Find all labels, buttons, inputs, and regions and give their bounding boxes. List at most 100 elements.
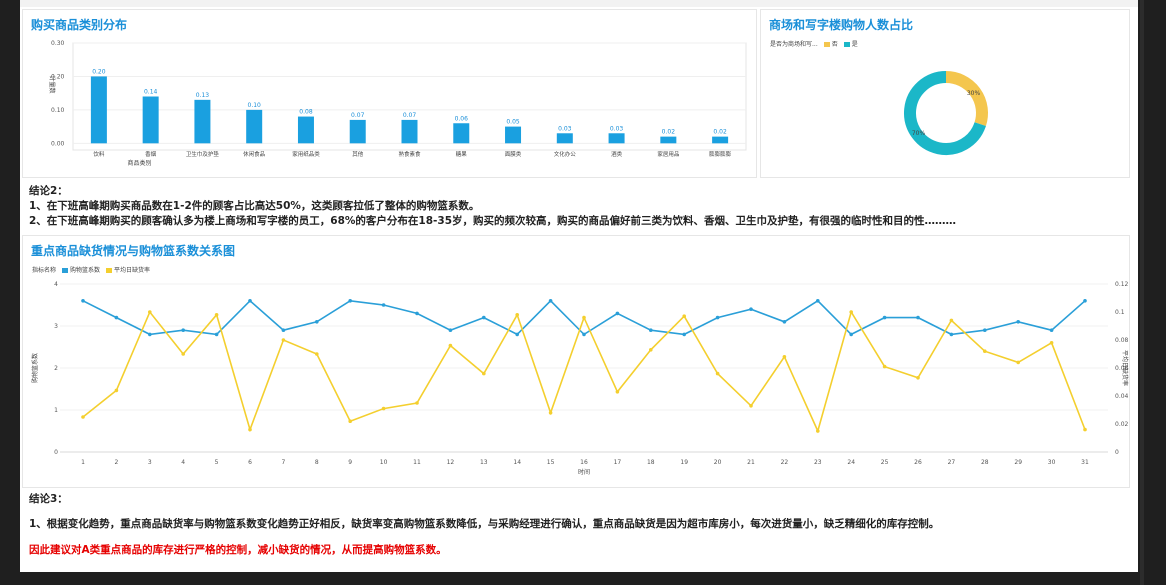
vertical-scrollbar[interactable]: [1140, 0, 1144, 585]
bar-value-label: 0.14: [144, 89, 158, 96]
x-tick-label: 4: [181, 459, 185, 466]
series-point: [248, 299, 252, 303]
series-point: [181, 328, 185, 332]
series-line: [82, 310, 1086, 434]
y-left-tick-label: 4: [54, 281, 58, 288]
category-bar-chart: 0.00 0.10 0.20 0.30 0.20 饮料 0.14 香烟 0.13 卫生巾及护垫 0.…: [48, 40, 747, 167]
series-point: [749, 404, 753, 408]
series-point: [615, 390, 620, 394]
y-left-tick-label: 2: [54, 365, 58, 372]
series-point: [415, 311, 419, 316]
y-tick-label: 0.10: [51, 107, 65, 114]
series-point: [81, 415, 85, 419]
bar: [505, 126, 522, 144]
x-tick-label: 27: [948, 459, 956, 466]
series-point: [214, 332, 219, 337]
stockout-chart-title: 重点商品缺货情况与购物篮系数关系图: [31, 244, 236, 258]
series-point: [582, 332, 586, 337]
x-tick-label: 13: [480, 459, 488, 466]
x-tick-label: 24: [847, 459, 855, 466]
series-point: [849, 332, 853, 337]
series-point: [916, 315, 920, 320]
conclusion-2-title: 结论2：: [29, 185, 68, 197]
series-point: [248, 427, 252, 432]
x-tick-label: 文化办公: [554, 150, 577, 158]
series-point: [281, 338, 286, 342]
series-point: [448, 343, 453, 348]
series-point: [682, 332, 686, 337]
x-tick-label: 14: [513, 459, 521, 466]
y-right-tick-label: 0.06: [1115, 365, 1129, 372]
legend-label-basket: 购物篮系数: [70, 267, 101, 274]
x-tick-label: 休闲食品: [243, 150, 266, 158]
x-tick-label: 8: [315, 459, 319, 466]
series-point: [515, 332, 519, 337]
donut-value-label: 70%: [912, 130, 926, 137]
bar-value-label: 0.08: [299, 109, 313, 116]
y-right-tick-label: 0.08: [1115, 337, 1129, 344]
y-tick-label: 0.30: [51, 40, 65, 47]
series-point: [114, 315, 119, 320]
series-point: [214, 313, 219, 317]
bar: [90, 76, 107, 144]
series-point: [548, 299, 553, 303]
bar: [660, 136, 677, 144]
series-point: [348, 419, 353, 423]
conclusion-2-line-1: 1、在下班高峰期购买商品数在1-2件的顾客占比高达50%，这类顾客拉低了整体的购…: [29, 200, 480, 212]
x-tick-label: 熟食素食: [398, 150, 421, 158]
y-right-tick-label: 0.04: [1115, 393, 1129, 400]
conclusion-3-suggestion: 因此建议对A类重点商品的库存进行严格的控制，减小缺货的情况，从而提高购物篮系数。: [29, 544, 447, 556]
series-point: [381, 406, 386, 411]
legend-swatch-yes: [843, 42, 850, 47]
x-tick-label: 9: [348, 459, 352, 466]
ratio-chart-title: 商场和写字楼购物人数占比: [769, 18, 914, 32]
series-point: [114, 388, 119, 393]
x-tick-label: 10: [380, 459, 388, 466]
series-point: [882, 364, 887, 369]
series-point: [715, 371, 720, 376]
series-point: [482, 315, 486, 320]
x-tick-label: 11: [413, 459, 421, 466]
legend-swatch-stockout: [106, 268, 113, 273]
x-tick-label: 25: [881, 459, 889, 466]
bar: [349, 119, 366, 144]
legend-swatch-basket: [62, 268, 69, 273]
y-left-axis-title: 购物篮系数: [31, 353, 39, 383]
y-right-axis-title: 平均日缺货率: [1121, 350, 1129, 386]
donut-slice: [904, 71, 986, 155]
series-point: [682, 314, 686, 318]
x-tick-label: 酒类: [611, 150, 623, 158]
bar-value-label: 0.06: [455, 115, 469, 122]
x-tick-label: 5: [215, 459, 219, 466]
series-point: [615, 311, 620, 316]
series-point: [916, 376, 920, 380]
x-tick-label: 15: [547, 459, 555, 466]
conclusion-3-line-1: 1、根据变化趋势，重点商品缺货率与购物篮系数变化趋势正好相反，缺货率变高购物篮系…: [29, 518, 940, 530]
x-tick-label: 31: [1081, 459, 1089, 466]
bar: [453, 123, 470, 144]
series-point: [415, 401, 419, 405]
x-axis-title: 商品类别: [127, 159, 151, 167]
bar-value-label: 0.03: [610, 125, 624, 132]
x-tick-label: 21: [747, 459, 755, 466]
series-point: [649, 328, 653, 332]
bar-value-label: 0.02: [662, 129, 676, 136]
series-point: [949, 318, 954, 323]
x-tick-label: 饮料: [93, 150, 105, 158]
series-point: [882, 315, 887, 320]
x-tick-label: 2: [114, 459, 118, 466]
ratio-chart-panel: 商场和写字楼购物人数占比 是否为商场和写... 否 是 30% 70%: [760, 9, 1130, 178]
x-tick-label: 家居用品: [657, 150, 680, 158]
donut-value-label: 30%: [967, 90, 981, 97]
x-tick-label: 19: [680, 459, 688, 466]
y-left-tick-label: 0: [54, 449, 58, 456]
x-tick-label: 29: [1014, 459, 1022, 466]
x-tick-label: 3: [148, 459, 152, 466]
bar-value-label: 0.07: [403, 112, 417, 119]
x-tick-label: 20: [714, 459, 722, 466]
series-point: [181, 352, 185, 356]
bar: [297, 116, 314, 144]
legend-label-yes: 是: [851, 41, 858, 48]
series-point: [281, 328, 286, 332]
